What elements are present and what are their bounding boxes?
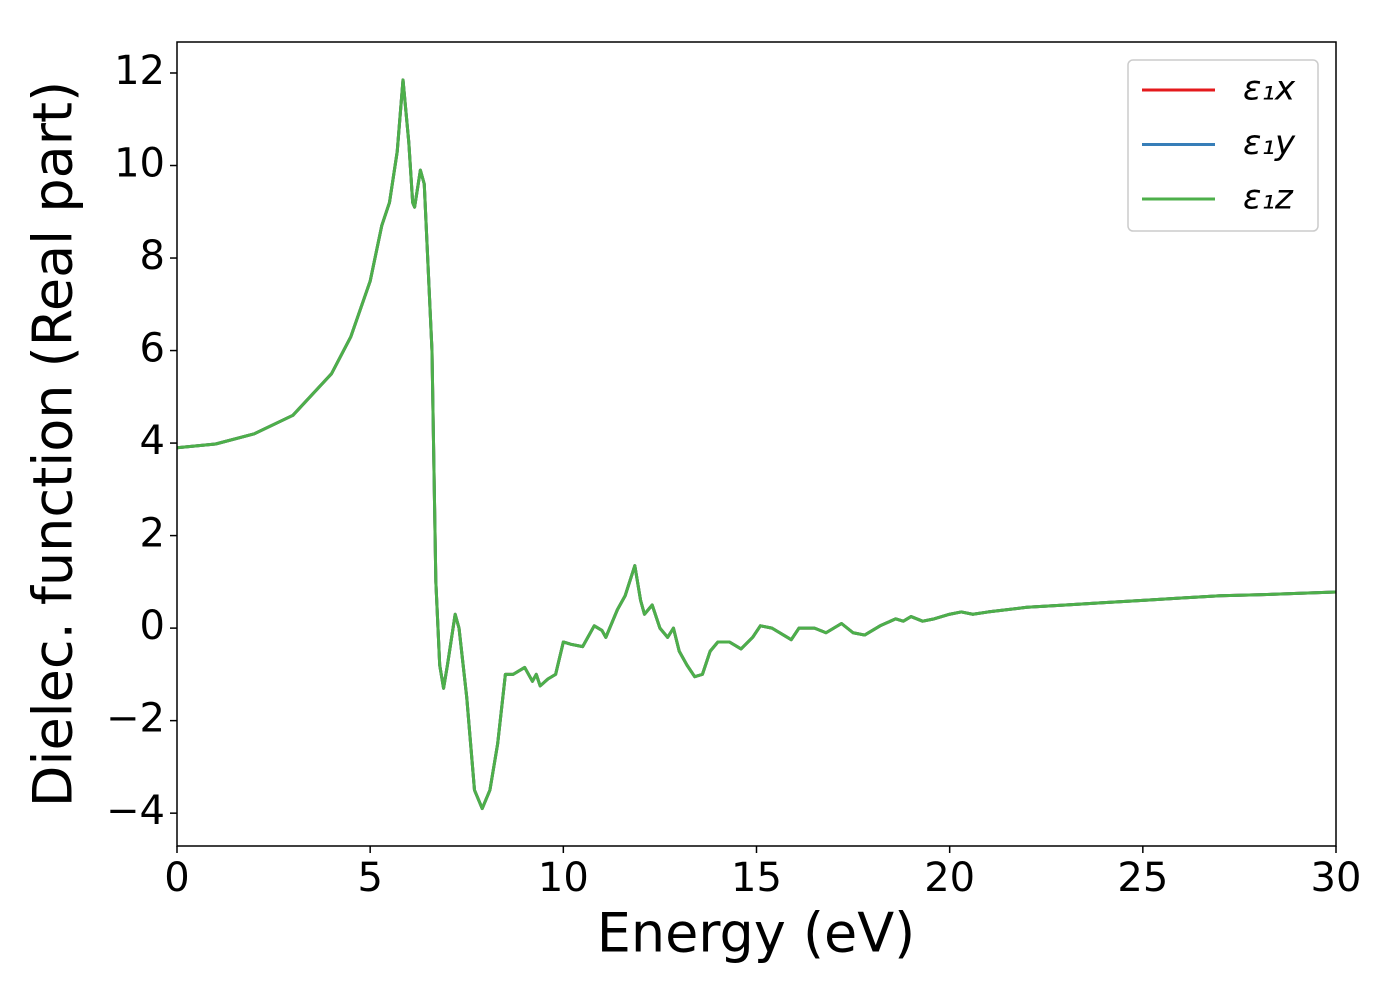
x-tick-label: 5 xyxy=(357,855,382,901)
legend-box xyxy=(1127,59,1319,232)
y-tick-label: 4 xyxy=(140,418,165,464)
y-tick-label: 2 xyxy=(140,511,165,557)
plot-frame xyxy=(176,41,1337,847)
y-tick-label: 0 xyxy=(140,603,165,649)
y-tick-label: 10 xyxy=(114,141,165,187)
y-tick-label: 12 xyxy=(114,48,165,94)
legend-label: ε₁x xyxy=(1243,69,1296,109)
x-tick-label: 0 xyxy=(164,855,189,901)
legend-label: ε₁z xyxy=(1243,178,1294,218)
data-line xyxy=(176,78,1337,811)
x-tick-label: 20 xyxy=(924,855,975,901)
y-tick-label: 8 xyxy=(140,233,165,279)
y-tick-label: −4 xyxy=(106,788,165,834)
x-tick-label: 15 xyxy=(731,855,782,901)
y-axis-label: Dielec. function (Real part) xyxy=(22,81,85,807)
x-tick-label: 30 xyxy=(1311,855,1362,901)
y-tick-label: −2 xyxy=(106,696,165,742)
y-tick-label: 6 xyxy=(140,326,165,372)
x-axis-label: Energy (eV) xyxy=(597,902,916,965)
x-tick-label: 25 xyxy=(1117,855,1168,901)
legend-label: ε₁y xyxy=(1243,123,1296,163)
x-tick-label: 10 xyxy=(538,855,589,901)
